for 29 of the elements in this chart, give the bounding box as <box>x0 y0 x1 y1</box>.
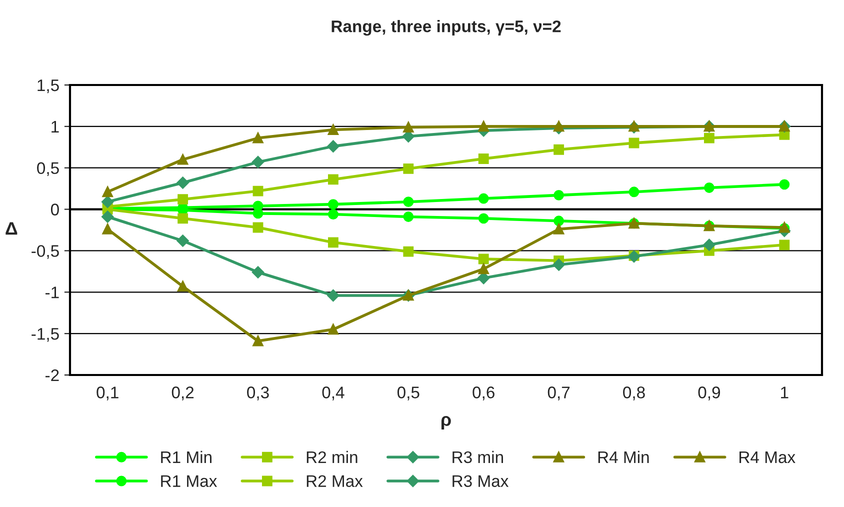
x-tick-label: 0,1 <box>96 386 118 400</box>
x-tick-label: 1 <box>781 386 788 398</box>
x-tick-label: 0,9 <box>698 386 720 400</box>
y-tick-label: 1 <box>52 121 59 132</box>
legend-label: R4 Min <box>598 450 649 463</box>
y-tick-label: 0,5 <box>37 162 59 176</box>
y-tick-label: 1,5 <box>38 80 59 94</box>
legend-label: R1 Min <box>161 450 212 463</box>
legend-label: R3 min <box>452 450 503 464</box>
legend-label: R2 min <box>306 450 358 463</box>
y-tick-label: -0,5 <box>32 245 59 259</box>
legend-label: R4 Max <box>740 452 796 464</box>
legend-label: R3 Max <box>452 475 509 488</box>
x-tick-label: 0,8 <box>623 386 645 400</box>
legend-label: R1 Max <box>161 475 218 488</box>
y-tick-label: -1,5 <box>32 328 59 342</box>
x-axis-title: ρ <box>441 416 451 430</box>
y-axis-title: Δ <box>6 222 18 235</box>
x-tick-label: 0,2 <box>172 386 194 400</box>
legend-label: R2 Max <box>306 475 363 488</box>
y-tick-label: -1 <box>46 286 59 298</box>
x-tick-label: 0,4 <box>322 386 344 400</box>
y-tick-label: 0 <box>50 204 59 216</box>
x-tick-label: 0,3 <box>247 386 269 400</box>
chart-title: Range, three inputs, γ=5, ν=2 <box>332 20 561 36</box>
x-tick-label: 0,7 <box>548 386 570 400</box>
x-tick-label: 0,6 <box>472 386 494 400</box>
y-tick-label: -2 <box>46 369 59 382</box>
x-tick-label: 0,5 <box>397 386 420 400</box>
